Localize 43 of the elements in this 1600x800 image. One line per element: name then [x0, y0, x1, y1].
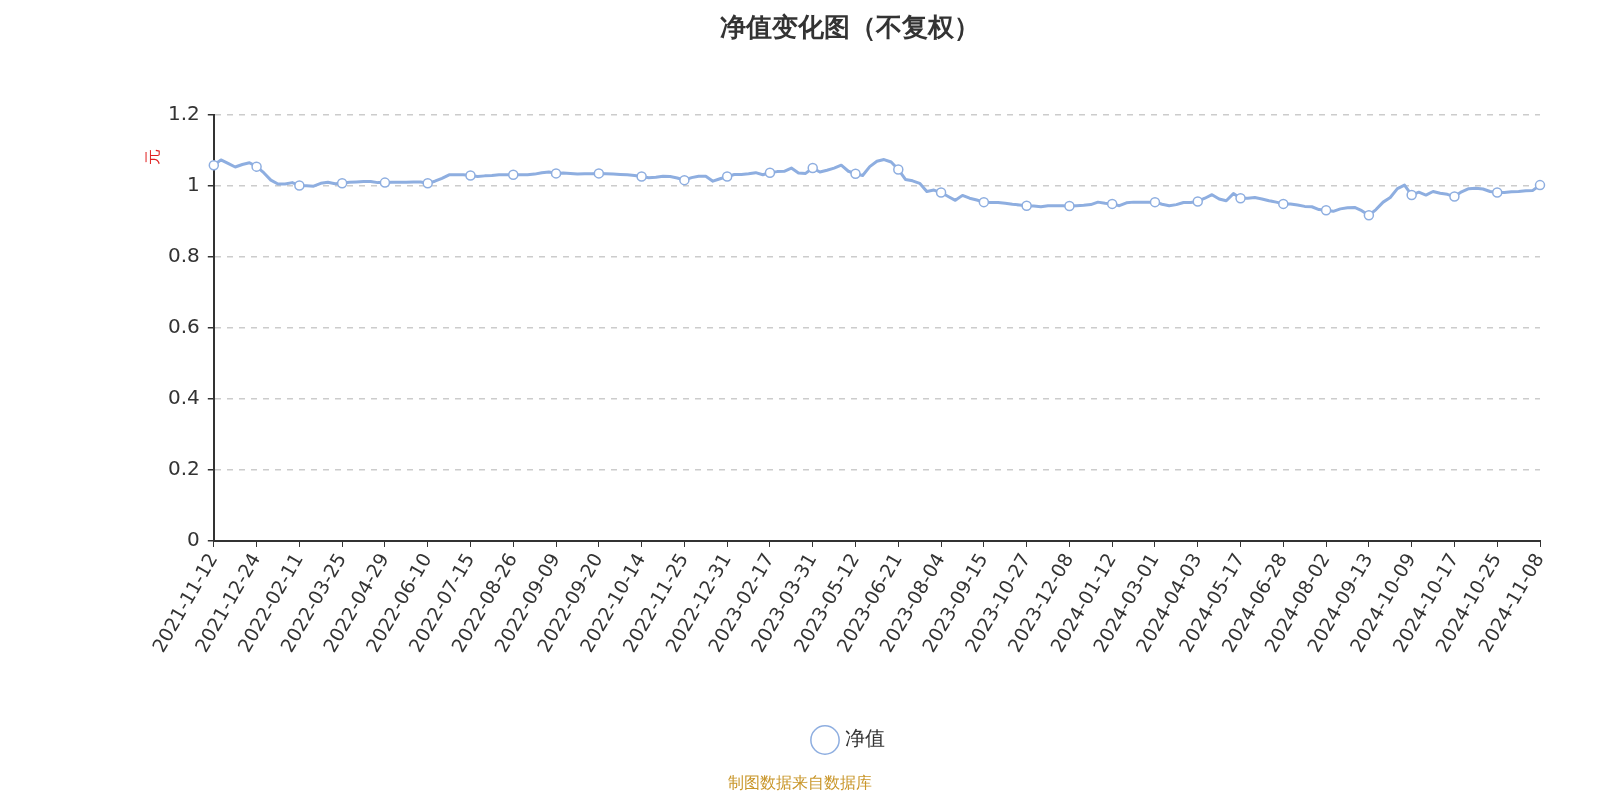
legend-label: 净值 [845, 726, 885, 751]
y-tick-label: 0.4 [167, 385, 200, 410]
point [1064, 200, 1075, 212]
point [1491, 187, 1503, 198]
point [508, 169, 519, 181]
point [422, 178, 433, 189]
point [294, 180, 305, 191]
point [379, 177, 391, 188]
point [465, 170, 476, 181]
point [636, 171, 647, 182]
point [1406, 189, 1417, 201]
point [1363, 210, 1375, 221]
y-tick-label: 1.2 [167, 101, 200, 126]
point [1449, 191, 1460, 202]
point [336, 178, 348, 189]
chart-title: 净值变化图（不复权） [720, 12, 980, 43]
point [935, 187, 947, 198]
point [1278, 198, 1289, 210]
y-tick-label: 0.2 [167, 456, 200, 481]
point [1235, 192, 1246, 204]
point [893, 164, 904, 175]
point [1192, 196, 1204, 207]
y-tick-label: 0 [187, 527, 200, 552]
point [1534, 179, 1546, 191]
point [1021, 200, 1032, 211]
text: 制图数据来自数据库 [728, 773, 872, 793]
point [764, 167, 776, 178]
point [1320, 205, 1332, 216]
point [1106, 198, 1118, 210]
point [1149, 196, 1161, 208]
point [251, 161, 262, 172]
point [593, 168, 605, 179]
y-axis-title: 元 [143, 149, 163, 166]
point [550, 168, 562, 179]
point [721, 171, 733, 182]
y-tick-label: 1 [187, 172, 200, 197]
point [978, 196, 990, 208]
point [208, 159, 220, 171]
point [807, 162, 818, 174]
y-tick-label: 0.8 [167, 243, 200, 268]
point [679, 174, 690, 186]
point [850, 168, 861, 179]
y-tick-label: 0.6 [167, 314, 200, 339]
